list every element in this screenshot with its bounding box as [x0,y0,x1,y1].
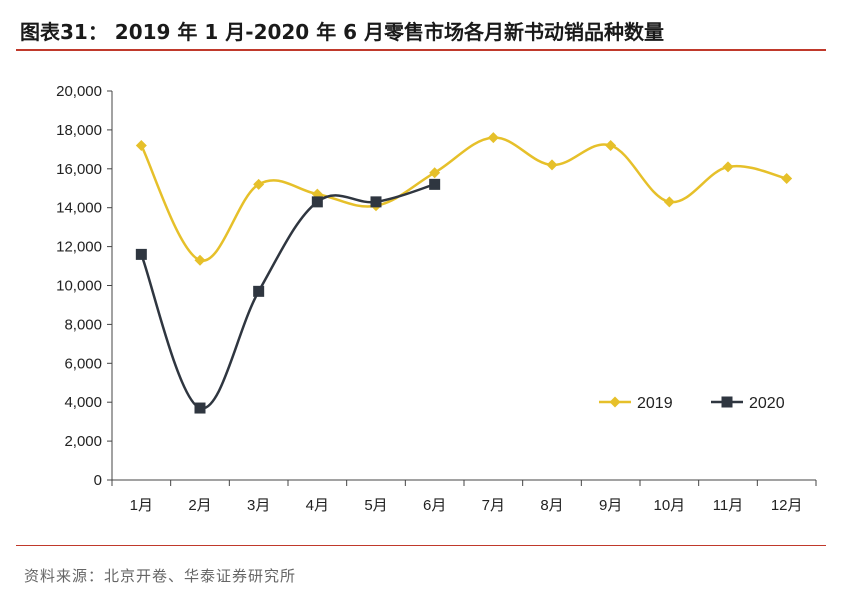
chart-area: 0 2,000 4,000 6,000 8,000 10,000 12,000 14,000 1… [16,60,836,540]
line-chart: 0 2,000 4,000 6,000 8,000 10,000 12,000 14,000 1… [56,83,817,514]
point-marker-2020 [135,248,147,260]
x-tick-label: 11月 [713,497,744,514]
point-marker-2019 [722,161,734,173]
y-tick-label: 0 [94,472,102,489]
y-tick-label: 6,000 [64,355,102,372]
point-marker-2019 [487,132,499,144]
y-tick-label: 12,000 [56,239,102,256]
title-rule [16,49,826,51]
y-tick-label: 4,000 [64,394,102,411]
point-marker-2019 [781,173,793,185]
x-tick-label: 12月 [771,497,803,514]
point-marker-2019 [605,139,617,151]
x-tick-label: 1月 [130,497,153,514]
source-note: 资料来源：北京开卷、华泰证券研究所 [24,567,297,585]
legend-label: 2019 [637,395,673,412]
y-tick-label: 18,000 [56,122,102,139]
x-tick-label: 8月 [540,497,563,514]
x-tick-label: 4月 [306,497,329,514]
y-tick-label: 20,000 [56,83,102,100]
point-marker-2019 [429,167,441,179]
point-marker-2019 [135,139,147,151]
x-tick-label: 7月 [482,497,505,514]
x-tick-label: 10月 [653,497,685,514]
legend-label: 2020 [749,395,785,412]
point-marker-2019 [194,254,206,266]
x-tick-label: 2月 [188,497,211,514]
x-tick-label: 6月 [423,497,446,514]
legend-marker [721,396,733,408]
figure-title-bar: 图表31： 2019 年 1 月-2020 年 6 月零售市场各月新书动销品种数… [16,10,826,48]
series-line-2020 [140,183,436,410]
point-marker-2019 [546,159,558,171]
series-line-2019 [140,136,787,262]
x-tick-label: 9月 [599,497,622,514]
y-tick-label: 16,000 [56,161,102,178]
point-marker-2019 [253,178,265,190]
figure-title: 图表31： 2019 年 1 月-2020 年 6 月零售市场各月新书动销品种数… [20,20,665,44]
x-tick-label: 5月 [364,497,387,514]
point-marker-2020 [311,196,323,208]
y-tick-label: 8,000 [64,316,102,333]
source-rule [16,545,826,546]
y-tick-label: 10,000 [56,278,102,295]
point-marker-2020 [194,402,206,414]
point-marker-2019 [663,196,675,208]
point-marker-2020 [370,196,382,208]
x-tick-label: 3月 [247,497,270,514]
point-marker-2020 [253,285,265,297]
legend-marker [609,396,621,408]
y-tick-label: 14,000 [56,200,102,217]
point-marker-2020 [429,178,441,190]
y-tick-label: 2,000 [64,433,102,450]
